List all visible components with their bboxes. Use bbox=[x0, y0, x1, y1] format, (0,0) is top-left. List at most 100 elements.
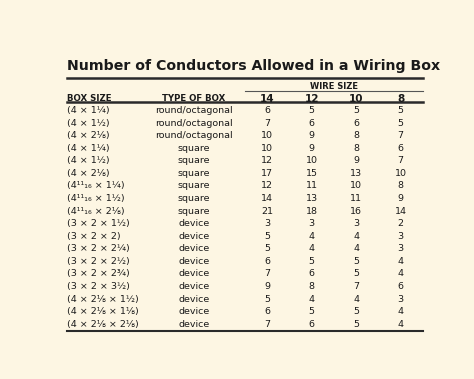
Text: (4 × 2⅛ × 2⅛): (4 × 2⅛ × 2⅛) bbox=[66, 320, 138, 329]
Text: square: square bbox=[178, 194, 210, 203]
Text: square: square bbox=[178, 157, 210, 165]
Text: 21: 21 bbox=[261, 207, 273, 216]
Text: 10: 10 bbox=[261, 144, 273, 153]
Text: 9: 9 bbox=[353, 157, 359, 165]
Text: 3: 3 bbox=[353, 219, 359, 228]
Text: 12: 12 bbox=[261, 182, 273, 191]
Text: device: device bbox=[178, 294, 210, 304]
Text: TYPE OF BOX: TYPE OF BOX bbox=[163, 94, 226, 103]
Text: 10: 10 bbox=[306, 157, 318, 165]
Text: 5: 5 bbox=[353, 269, 359, 279]
Text: 5: 5 bbox=[264, 232, 270, 241]
Text: 5: 5 bbox=[398, 106, 404, 115]
Text: device: device bbox=[178, 257, 210, 266]
Text: (4 × 2⅛ × 1⅛): (4 × 2⅛ × 1⅛) bbox=[66, 307, 138, 316]
Text: (3 × 2 × 2): (3 × 2 × 2) bbox=[66, 232, 120, 241]
Text: 3: 3 bbox=[398, 294, 404, 304]
Text: (4 × 2⅛ × 1½): (4 × 2⅛ × 1½) bbox=[66, 294, 138, 304]
Text: (4 × 1½): (4 × 1½) bbox=[66, 157, 109, 165]
Text: 11: 11 bbox=[350, 194, 362, 203]
Text: 12: 12 bbox=[261, 157, 273, 165]
Text: 5: 5 bbox=[353, 106, 359, 115]
Text: 18: 18 bbox=[306, 207, 318, 216]
Text: (4¹¹₁₆ × 1¼): (4¹¹₁₆ × 1¼) bbox=[66, 182, 124, 191]
Text: 6: 6 bbox=[264, 257, 270, 266]
Text: 10: 10 bbox=[349, 94, 364, 103]
Text: device: device bbox=[178, 320, 210, 329]
Text: 4: 4 bbox=[353, 232, 359, 241]
Text: square: square bbox=[178, 144, 210, 153]
Text: square: square bbox=[178, 207, 210, 216]
Text: 6: 6 bbox=[353, 119, 359, 128]
Text: 7: 7 bbox=[398, 157, 404, 165]
Text: 8: 8 bbox=[353, 131, 359, 140]
Text: (3 × 2 × 1½): (3 × 2 × 1½) bbox=[66, 219, 129, 228]
Text: 6: 6 bbox=[264, 106, 270, 115]
Text: 4: 4 bbox=[353, 244, 359, 253]
Text: 6: 6 bbox=[398, 144, 404, 153]
Text: device: device bbox=[178, 244, 210, 253]
Text: (4 × 1¼): (4 × 1¼) bbox=[66, 106, 109, 115]
Text: 11: 11 bbox=[306, 182, 318, 191]
Text: 8: 8 bbox=[398, 182, 404, 191]
Text: 7: 7 bbox=[264, 269, 270, 279]
Text: 5: 5 bbox=[398, 119, 404, 128]
Text: (4 × 2⅛): (4 × 2⅛) bbox=[66, 169, 109, 178]
Text: 10: 10 bbox=[350, 182, 362, 191]
Text: 5: 5 bbox=[309, 106, 315, 115]
Text: 4: 4 bbox=[309, 294, 315, 304]
Text: 14: 14 bbox=[260, 94, 274, 103]
Text: 3: 3 bbox=[398, 244, 404, 253]
Text: 6: 6 bbox=[309, 269, 315, 279]
Text: 16: 16 bbox=[350, 207, 362, 216]
Text: 9: 9 bbox=[398, 194, 404, 203]
Text: 5: 5 bbox=[309, 257, 315, 266]
Text: 7: 7 bbox=[264, 320, 270, 329]
Text: 10: 10 bbox=[261, 131, 273, 140]
Text: device: device bbox=[178, 219, 210, 228]
Text: 13: 13 bbox=[350, 169, 362, 178]
Text: 7: 7 bbox=[398, 131, 404, 140]
Text: 14: 14 bbox=[261, 194, 273, 203]
Text: 6: 6 bbox=[309, 320, 315, 329]
Text: (4 × 2⅛): (4 × 2⅛) bbox=[66, 131, 109, 140]
Text: 6: 6 bbox=[264, 307, 270, 316]
Text: (4¹¹₁₆ × 1½): (4¹¹₁₆ × 1½) bbox=[66, 194, 124, 203]
Text: WIRE SIZE: WIRE SIZE bbox=[310, 82, 358, 91]
Text: 3: 3 bbox=[309, 219, 315, 228]
Text: 8: 8 bbox=[353, 144, 359, 153]
Text: (4¹¹₁₆ × 2⅛): (4¹¹₁₆ × 2⅛) bbox=[66, 207, 124, 216]
Text: square: square bbox=[178, 169, 210, 178]
Text: 4: 4 bbox=[398, 269, 404, 279]
Text: 10: 10 bbox=[395, 169, 407, 178]
Text: BOX SIZE: BOX SIZE bbox=[66, 94, 111, 103]
Text: 3: 3 bbox=[398, 232, 404, 241]
Text: square: square bbox=[178, 182, 210, 191]
Text: round/octagonal: round/octagonal bbox=[155, 119, 233, 128]
Text: (4 × 1½): (4 × 1½) bbox=[66, 119, 109, 128]
Text: 5: 5 bbox=[353, 307, 359, 316]
Text: device: device bbox=[178, 269, 210, 279]
Text: device: device bbox=[178, 232, 210, 241]
Text: 7: 7 bbox=[264, 119, 270, 128]
Text: 5: 5 bbox=[264, 294, 270, 304]
Text: 5: 5 bbox=[353, 320, 359, 329]
Text: 2: 2 bbox=[398, 219, 404, 228]
Text: round/octagonal: round/octagonal bbox=[155, 131, 233, 140]
Text: 14: 14 bbox=[395, 207, 407, 216]
Text: 5: 5 bbox=[264, 244, 270, 253]
Text: (3 × 2 × 2¼): (3 × 2 × 2¼) bbox=[66, 244, 129, 253]
Text: 15: 15 bbox=[306, 169, 318, 178]
Text: (3 × 2 × 3½): (3 × 2 × 3½) bbox=[66, 282, 129, 291]
Text: 5: 5 bbox=[353, 257, 359, 266]
Text: 4: 4 bbox=[353, 294, 359, 304]
Text: 4: 4 bbox=[309, 244, 315, 253]
Text: 3: 3 bbox=[264, 219, 270, 228]
Text: 9: 9 bbox=[309, 144, 315, 153]
Text: (3 × 2 × 2½): (3 × 2 × 2½) bbox=[66, 257, 129, 266]
Text: 6: 6 bbox=[309, 119, 315, 128]
Text: 12: 12 bbox=[304, 94, 319, 103]
Text: (3 × 2 × 2¾): (3 × 2 × 2¾) bbox=[66, 269, 129, 279]
Text: 9: 9 bbox=[309, 131, 315, 140]
Text: device: device bbox=[178, 282, 210, 291]
